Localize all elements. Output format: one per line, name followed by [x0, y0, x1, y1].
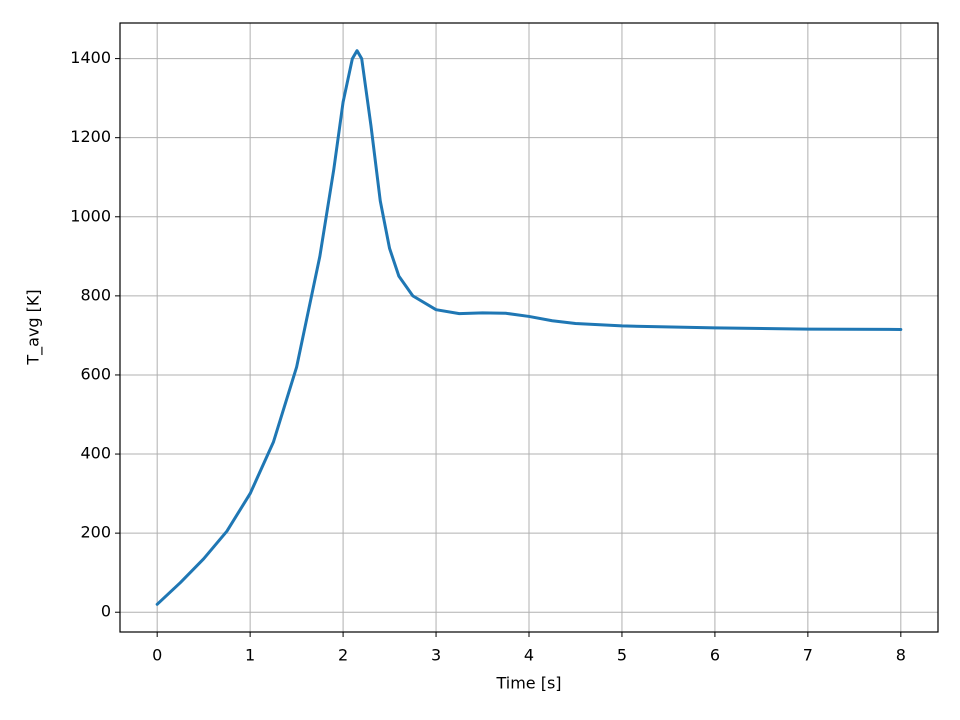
y-tick-label: 400 — [80, 444, 111, 463]
x-tick-label: 4 — [524, 646, 534, 665]
y-tick-label: 0 — [101, 602, 111, 621]
y-tick-label: 1000 — [70, 206, 111, 225]
x-tick-label: 6 — [710, 646, 720, 665]
data-line — [155, 49, 903, 606]
y-tick-label: 1200 — [70, 127, 111, 146]
x-tick-label: 7 — [803, 646, 813, 665]
x-tick-label: 5 — [617, 646, 627, 665]
y-tick-label: 200 — [80, 523, 111, 542]
plot-frame — [119, 22, 939, 633]
y-axis-label: T_avg [K] — [24, 289, 44, 365]
x-axis-label: Time [s] — [495, 674, 561, 693]
y-tick-label: 800 — [80, 285, 111, 304]
x-tick-label: 2 — [338, 646, 348, 665]
x-tick-label: 3 — [431, 646, 441, 665]
y-tick-label: 600 — [80, 364, 111, 383]
x-tick-label: 8 — [896, 646, 906, 665]
y-tick-label: 1400 — [70, 48, 111, 67]
x-tick-label: 0 — [152, 646, 162, 665]
x-tick-label: 1 — [245, 646, 255, 665]
